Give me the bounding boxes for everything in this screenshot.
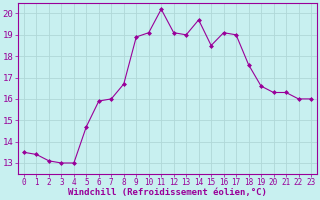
X-axis label: Windchill (Refroidissement éolien,°C): Windchill (Refroidissement éolien,°C) [68, 188, 267, 197]
